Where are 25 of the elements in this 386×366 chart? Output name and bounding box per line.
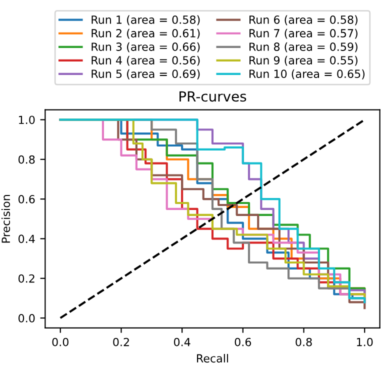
x-tick-label: 0.4 [174,338,190,346]
legend-label: Run 2 (area = 0.61) [92,28,200,39]
y-tick-label: 0.4 [18,234,35,244]
x-tick-label: 0.2 [113,338,129,346]
legend-label: Run 7 (area = 0.57) [249,28,358,39]
x-tick-label: 0.8 [296,338,312,346]
x-tick-label: 0.6 [234,338,252,346]
legend-label: Run 5 (area = 0.69) [92,69,200,80]
x-tick-label: 0.0 [52,338,68,346]
y-tick-label: 0.6 [18,195,35,204]
y-tick-label: 0.2 [18,274,34,283]
y-axis-title: Precision [1,195,10,243]
legend-label: Run 4 (area = 0.56) [92,56,200,66]
x-axis-title: Recall [197,354,228,363]
y-tick-label: 1.0 [18,116,35,124]
legend-label: Run 6 (area = 0.58) [249,15,358,26]
y-tick-label: 0.0 [18,314,35,322]
legend-label: Run 9 (area = 0.55) [249,56,358,66]
legend-label: Run 8 (area = 0.59) [249,42,358,52]
legend-label: Run 10 (area = 0.65) [249,69,365,80]
chart-title: PR-curves [180,91,246,102]
x-tick-label: 1.0 [356,338,373,346]
legend-label: Run 1 (area = 0.58) [92,15,200,26]
legend-label: Run 3 (area = 0.66) [92,42,200,52]
y-tick-label: 0.8 [18,155,35,164]
